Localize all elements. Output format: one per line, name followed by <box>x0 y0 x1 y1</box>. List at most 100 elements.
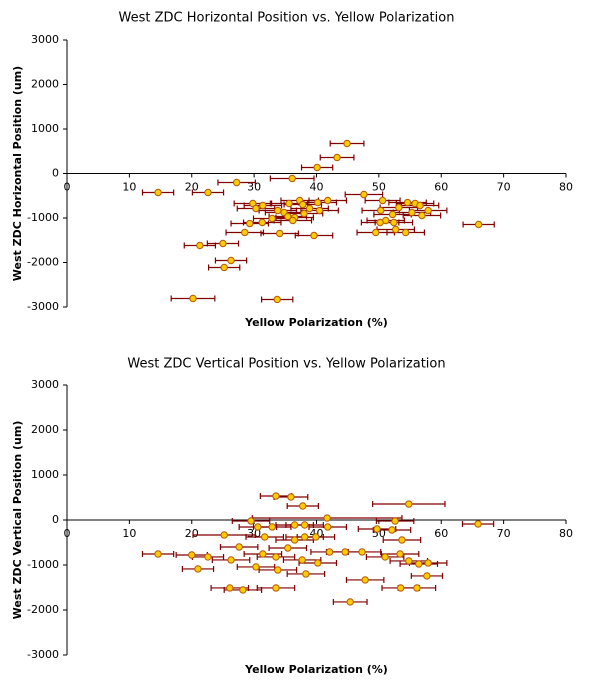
point <box>302 570 310 578</box>
point <box>268 523 276 531</box>
point <box>388 210 397 219</box>
point <box>289 216 297 225</box>
y-tick-label: 2000 <box>31 78 59 91</box>
point <box>324 523 332 531</box>
point <box>373 525 381 533</box>
point <box>258 218 266 227</box>
x-tick-label: 30 <box>247 181 261 194</box>
point <box>325 548 334 556</box>
point <box>361 576 369 584</box>
point <box>219 239 227 248</box>
x-tick-label: 10 <box>122 527 136 540</box>
point <box>376 218 384 227</box>
point <box>405 500 413 508</box>
point <box>324 196 332 205</box>
point <box>313 163 321 172</box>
point <box>403 198 412 207</box>
x-tick-label: 80 <box>559 527 573 540</box>
point <box>284 212 292 221</box>
point <box>314 559 322 567</box>
x-tick-label: 20 <box>185 181 199 194</box>
point <box>220 531 228 539</box>
point <box>274 206 282 215</box>
y-tick-label: 0 <box>52 513 59 526</box>
point <box>405 557 413 565</box>
y-tick-label: -1000 <box>27 211 59 224</box>
point <box>226 584 234 592</box>
point <box>287 493 295 501</box>
point <box>388 526 396 534</box>
point <box>246 219 254 228</box>
point <box>401 228 410 237</box>
point <box>333 153 341 162</box>
point <box>323 514 331 522</box>
point <box>261 533 269 541</box>
y-tick-label: 3000 <box>31 33 59 46</box>
point <box>474 220 483 229</box>
point <box>391 517 399 525</box>
x-tick-label: 20 <box>185 527 199 540</box>
point <box>418 211 426 220</box>
x-tick-label: 70 <box>497 181 511 194</box>
point <box>268 214 276 223</box>
point <box>392 225 400 234</box>
y-tick-label: 3000 <box>31 378 59 391</box>
point <box>372 228 380 237</box>
chart-title: West ZDC Vertical Position vs. Yellow Po… <box>127 357 445 372</box>
point <box>247 517 255 525</box>
y-axis-label: West ZDC Vertical Position (um) <box>11 421 24 620</box>
point <box>398 536 406 544</box>
point <box>273 295 281 304</box>
point <box>415 560 423 568</box>
x-tick-label: 0 <box>64 527 71 540</box>
y-tick-label: 0 <box>52 167 59 180</box>
point <box>390 218 398 227</box>
point <box>314 198 322 207</box>
point <box>408 208 416 217</box>
point <box>423 572 431 580</box>
y-tick-label: -2000 <box>27 256 59 269</box>
point <box>290 521 299 529</box>
point <box>259 201 267 210</box>
point <box>413 584 421 592</box>
point <box>272 492 280 500</box>
point <box>378 196 387 205</box>
point <box>288 174 296 183</box>
x-tick-label: 60 <box>434 181 448 194</box>
x-tick-label: 60 <box>434 527 448 540</box>
y-axis-label: West ZDC Horizontal Position (um) <box>11 66 24 281</box>
point <box>259 550 267 558</box>
point <box>397 584 405 592</box>
point <box>381 553 389 561</box>
x-tick-label: 80 <box>559 181 573 194</box>
x-axis-label: Yellow Polarization (%) <box>244 316 388 329</box>
x-tick-label: 40 <box>310 181 324 194</box>
point <box>204 553 212 561</box>
y-tick-label: 1000 <box>31 468 59 481</box>
point <box>154 188 162 197</box>
y-tick-label: -2000 <box>27 603 59 616</box>
point <box>343 139 351 148</box>
point <box>239 586 247 594</box>
chart-title: West ZDC Horizontal Position vs. Yellow … <box>119 11 455 26</box>
y-tick-label: 1000 <box>31 122 59 135</box>
point <box>254 523 262 531</box>
point <box>189 294 197 303</box>
point <box>220 263 228 272</box>
point <box>300 209 308 218</box>
x-axis-label: Yellow Polarization (%) <box>244 663 388 676</box>
point <box>360 190 368 199</box>
point <box>299 200 307 209</box>
point <box>285 199 293 208</box>
point <box>290 536 299 544</box>
point <box>235 543 243 551</box>
point <box>204 188 212 197</box>
point <box>341 548 349 556</box>
point <box>275 229 284 238</box>
point <box>284 544 292 552</box>
point <box>377 206 385 215</box>
x-tick-label: 10 <box>122 181 136 194</box>
point <box>188 551 196 559</box>
point <box>227 556 235 564</box>
